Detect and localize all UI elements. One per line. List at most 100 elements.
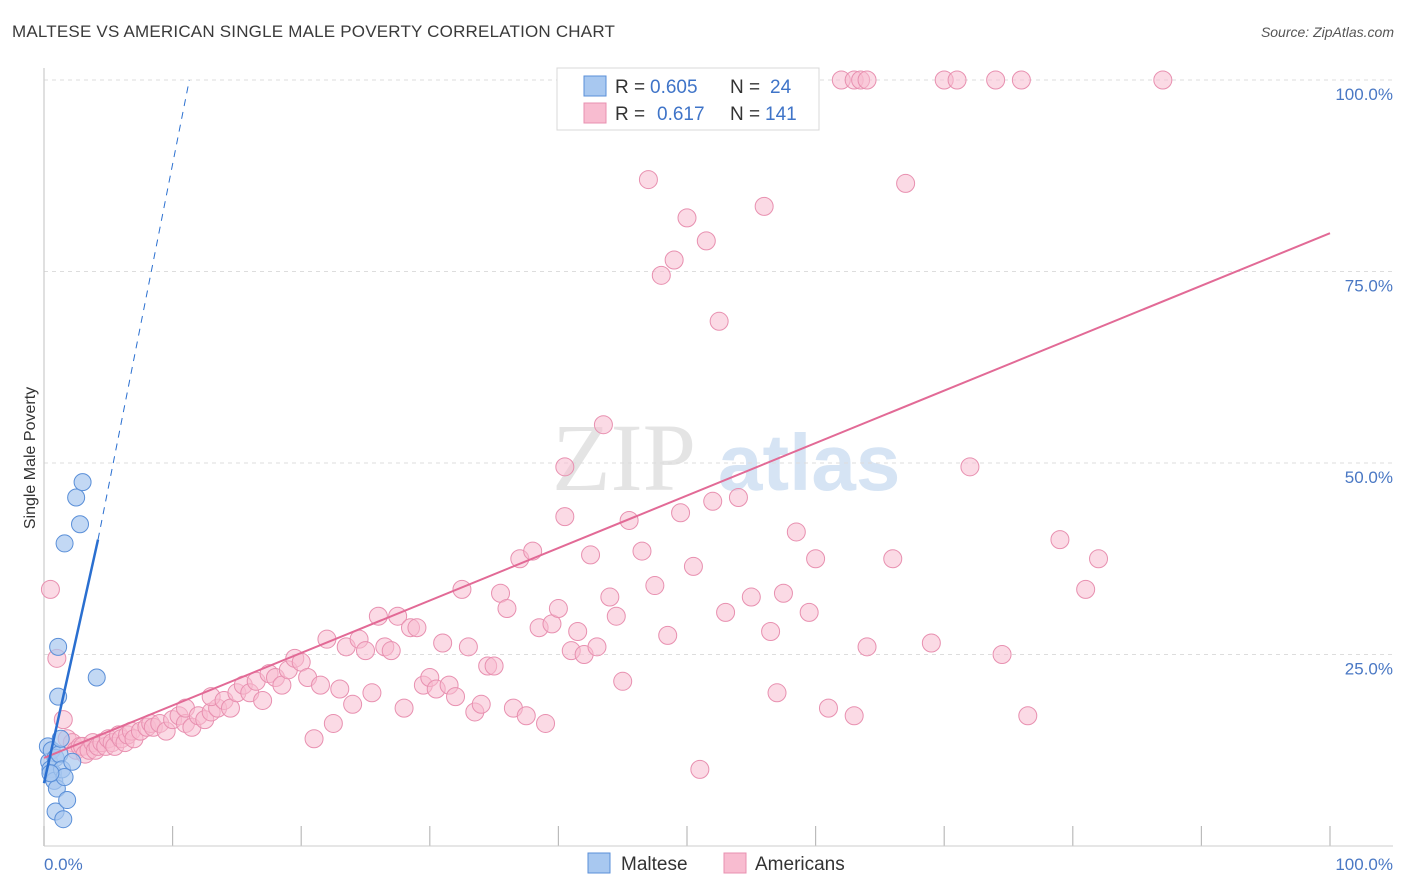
trendlines	[42, 79, 1331, 784]
american-point	[1076, 579, 1096, 599]
legend: R = 0.605 N = 24 R = 0.617 N = 141	[556, 67, 820, 131]
american-point	[304, 729, 324, 749]
american-point	[356, 641, 375, 661]
american-point	[857, 70, 877, 90]
watermark-zip: ZIP	[552, 404, 696, 511]
american-point	[394, 698, 414, 718]
american-point	[799, 602, 819, 622]
y-tick-label: 50.0%	[1345, 468, 1393, 487]
american-point	[651, 265, 671, 285]
american-point	[613, 671, 633, 691]
american-point	[773, 583, 793, 603]
y-tick-labels: 25.0% 50.0% 75.0% 100.0%	[1335, 85, 1393, 679]
bottom-legend-label-americans: Americans	[755, 854, 845, 875]
maltese-point	[54, 810, 73, 829]
maltese-point	[49, 637, 68, 656]
x-tick-label-max: 100.0%	[1335, 855, 1393, 874]
american-point	[683, 556, 703, 576]
maltese-trendline-extension	[97, 79, 190, 540]
y-tick-label: 25.0%	[1345, 660, 1393, 679]
legend-r-label-americans: R =	[615, 104, 645, 125]
american-point	[677, 208, 697, 228]
american-point	[587, 637, 607, 657]
american-point	[1050, 530, 1070, 550]
american-point	[516, 706, 536, 726]
americans-trendline	[43, 232, 1331, 759]
american-point	[381, 641, 401, 661]
american-point	[568, 622, 588, 642]
legend-n-label-americans: N =	[730, 104, 760, 125]
american-point	[658, 625, 678, 645]
american-point	[343, 694, 363, 714]
chart-title: MALTESE VS AMERICAN SINGLE MALE POVERTY …	[12, 22, 616, 41]
y-tick-label: 100.0%	[1335, 85, 1393, 104]
maltese-trendline	[42, 539, 100, 784]
x-ticks	[43, 826, 1393, 847]
american-point	[709, 311, 729, 331]
legend-r-value-maltese: 0.605	[650, 77, 698, 98]
legend-n-label-maltese: N =	[730, 77, 760, 98]
american-point	[671, 503, 691, 523]
american-point	[1011, 70, 1031, 90]
american-point	[638, 170, 658, 190]
american-point	[362, 683, 382, 703]
american-point	[1153, 70, 1173, 90]
american-points	[40, 70, 1173, 779]
american-point	[728, 487, 748, 507]
legend-r-value-americans: 0.617	[657, 104, 705, 125]
american-point	[1089, 549, 1109, 569]
american-point	[484, 656, 504, 676]
bottom-legend-swatch-americans	[723, 852, 747, 874]
x-tick-label-min: 0.0%	[44, 855, 83, 874]
maltese-point	[58, 791, 77, 810]
american-point	[548, 599, 568, 619]
american-point	[921, 633, 941, 653]
maltese-point	[67, 488, 86, 507]
american-point	[741, 587, 761, 607]
american-point	[754, 196, 774, 216]
maltese-point	[51, 729, 70, 748]
maltese-points	[38, 473, 106, 829]
american-point	[664, 250, 684, 270]
bottom-legend-label-maltese: Maltese	[621, 854, 688, 875]
bottom-legend: Maltese Americans	[587, 852, 845, 875]
american-point	[619, 510, 639, 530]
legend-r-label-maltese: R =	[615, 77, 645, 98]
maltese-point	[73, 473, 92, 492]
american-point	[523, 541, 543, 561]
american-point	[761, 622, 781, 642]
american-point	[593, 415, 613, 435]
bottom-legend-swatch-maltese	[587, 852, 611, 874]
american-point	[581, 545, 601, 565]
american-point	[818, 698, 838, 718]
maltese-point	[71, 515, 90, 534]
american-point	[433, 633, 453, 653]
american-point	[896, 173, 916, 193]
american-point	[992, 645, 1012, 664]
american-point	[606, 606, 626, 626]
y-axis-title: Single Male Poverty	[22, 387, 39, 529]
american-point	[786, 522, 806, 542]
maltese-point	[63, 752, 82, 771]
american-point	[696, 231, 716, 251]
legend-swatch-maltese	[583, 75, 607, 97]
american-point	[960, 457, 980, 477]
gridlines	[44, 79, 1393, 655]
american-point	[986, 70, 1006, 90]
source-label: Source: ZipAtlas.com	[1260, 24, 1394, 40]
american-point	[497, 599, 517, 619]
american-point	[857, 637, 877, 657]
american-point	[844, 706, 864, 726]
american-point	[330, 679, 350, 699]
american-point	[555, 507, 575, 527]
maltese-point	[87, 668, 106, 687]
legend-n-value-americans: 141	[765, 104, 797, 125]
american-point	[536, 713, 556, 733]
legend-swatch-americans	[583, 102, 607, 124]
american-point	[407, 618, 427, 638]
maltese-point	[55, 534, 74, 553]
american-point	[323, 713, 343, 733]
american-point	[310, 675, 330, 695]
american-point	[253, 690, 273, 710]
